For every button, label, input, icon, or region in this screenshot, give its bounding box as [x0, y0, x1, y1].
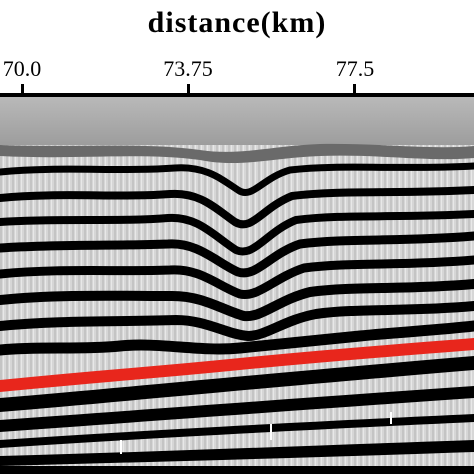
tick-label-1: 70.0 — [2, 56, 42, 81]
water-column — [0, 97, 474, 145]
tick-mark-2 — [187, 84, 190, 94]
frame-top-line — [0, 93, 474, 97]
reflector-group-dark — [0, 162, 474, 356]
reflector-group-deep — [0, 356, 474, 474]
axis-title: distance(km) — [147, 6, 327, 39]
seafloor-reflector — [0, 143, 474, 164]
tick-label-2: 73.75 — [163, 56, 213, 81]
seismic-section — [0, 84, 474, 474]
tick-mark-1 — [21, 84, 24, 94]
tick-mark-3 — [353, 84, 356, 94]
tick-label-3: 77.5 — [335, 56, 375, 81]
red-horizon — [0, 338, 474, 392]
